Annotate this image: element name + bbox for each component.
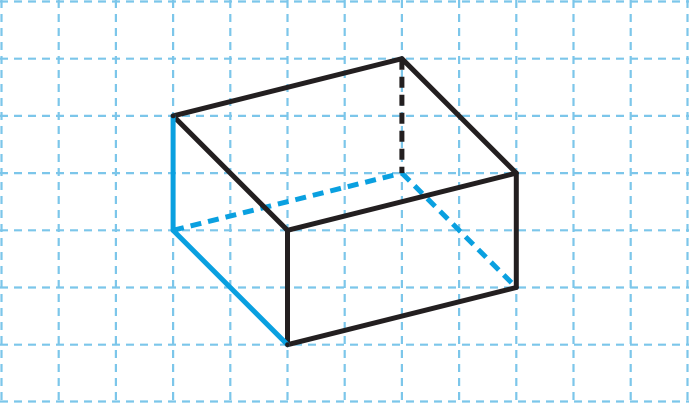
vertex-F bbox=[285, 342, 290, 348]
edge-bottom-left-hidden bbox=[172, 170, 403, 233]
vertex-D bbox=[399, 56, 405, 62]
edge-bottom-front bbox=[170, 227, 290, 348]
edge-top-back bbox=[399, 56, 519, 176]
vertex-E bbox=[170, 227, 176, 233]
edge-top-left bbox=[170, 56, 405, 119]
vertex-G bbox=[513, 285, 519, 290]
vertex-B bbox=[285, 227, 290, 233]
vertex-A bbox=[170, 113, 176, 119]
edge-top-front bbox=[170, 113, 290, 233]
vertex-C bbox=[513, 170, 519, 176]
edge-bottom-right bbox=[285, 285, 519, 348]
edge-top-right bbox=[285, 170, 519, 233]
edge-bottom-back-hidden bbox=[400, 171, 519, 290]
prism-edges bbox=[170, 56, 519, 348]
